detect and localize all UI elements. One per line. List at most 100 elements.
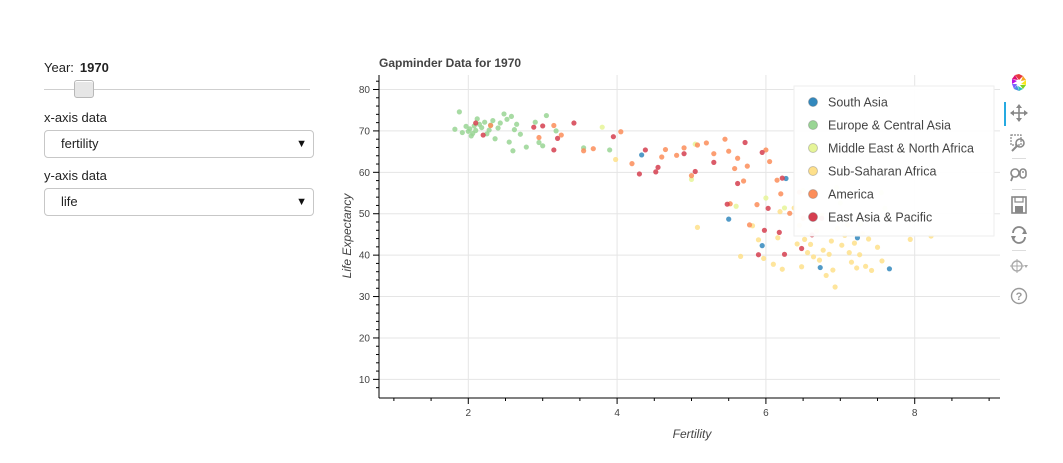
legend-label: East Asia & Pacific: [828, 211, 932, 225]
data-point: [848, 259, 855, 265]
bokeh-logo-icon[interactable]: [1006, 70, 1032, 96]
legend-box: [793, 85, 995, 237]
x-axis-select[interactable]: fertility ▼: [44, 130, 314, 158]
legend-swatch: [808, 166, 818, 176]
data-point: [514, 121, 520, 127]
scatter-chart[interactable]: Gapminder Data for 1970 2 4 6 8 10 20 30 40 50 60…: [0, 0, 1000, 463]
data-point: [863, 263, 869, 269]
help-icon[interactable]: ?: [1006, 283, 1032, 309]
slider-handle[interactable]: [74, 80, 95, 98]
toolbar-separator: [1012, 158, 1026, 159]
data-point: [540, 143, 546, 149]
data-point: [744, 163, 750, 169]
legend-swatch: [808, 97, 818, 107]
wheel-zoom-icon[interactable]: [1006, 161, 1032, 187]
x-axis-data-label: x-axis data: [44, 110, 107, 125]
y-tick-label: 50: [359, 209, 371, 220]
data-point: [479, 124, 485, 131]
data-point: [799, 245, 805, 252]
data-point: [839, 242, 845, 248]
data-point: [807, 241, 814, 247]
data-point: [511, 127, 518, 133]
data-point: [711, 151, 717, 157]
data-point: [688, 176, 695, 182]
data-point: [674, 152, 680, 158]
data-point: [480, 132, 486, 138]
legend-label: Europe & Central Asia: [828, 119, 951, 133]
x-tick-label: 4: [614, 408, 620, 419]
data-point: [854, 265, 860, 271]
data-point: [759, 243, 765, 249]
data-point: [506, 139, 512, 145]
data-point: [828, 238, 834, 244]
data-point: [571, 120, 577, 126]
legend-label: South Asia: [828, 96, 888, 110]
data-point: [738, 253, 744, 259]
data-point: [722, 136, 728, 142]
y-tick-label: 40: [359, 251, 371, 262]
data-point: [816, 257, 823, 263]
slider-track[interactable]: [44, 89, 310, 90]
year-label: Year:: [44, 60, 74, 75]
data-point: [774, 177, 780, 183]
data-point: [886, 266, 893, 272]
legend-swatch: [808, 189, 818, 199]
data-point: [694, 142, 701, 148]
data-point: [826, 251, 832, 257]
save-icon[interactable]: [1006, 192, 1032, 218]
box-zoom-icon[interactable]: [1006, 130, 1032, 156]
data-point: [459, 129, 465, 136]
data-point: [879, 258, 885, 264]
x-tick-label: 2: [466, 408, 472, 419]
data-point: [532, 119, 538, 125]
data-point: [776, 229, 782, 235]
data-point: [517, 131, 523, 137]
data-point: [851, 240, 858, 246]
legend-label: Sub-Saharan Africa: [828, 165, 936, 179]
data-point: [655, 164, 661, 170]
x-tick-label: 8: [912, 408, 918, 419]
data-point: [492, 136, 498, 142]
data-point: [733, 203, 739, 209]
y-tick-label: 20: [359, 333, 371, 344]
data-point: [732, 165, 738, 172]
data-point: [607, 147, 613, 153]
data-point: [746, 222, 753, 228]
data-point: [775, 235, 781, 241]
pan-icon[interactable]: [1004, 100, 1032, 126]
y-axis-data-label: y-axis data: [44, 168, 107, 183]
year-label-row: Year: 1970: [44, 58, 316, 78]
data-point: [761, 255, 767, 262]
data-point: [642, 147, 648, 153]
data-point: [590, 146, 596, 152]
data-point: [810, 254, 817, 260]
hover-icon[interactable]: [1006, 253, 1032, 279]
data-point: [688, 173, 695, 179]
y-axis-select[interactable]: life ▼: [44, 188, 314, 216]
data-point: [763, 147, 769, 153]
data-point: [504, 116, 510, 122]
data-point: [659, 154, 665, 160]
data-point: [610, 134, 616, 140]
data-point: [763, 195, 769, 201]
data-point: [799, 264, 805, 270]
data-point: [653, 169, 659, 175]
year-value: 1970: [79, 60, 109, 75]
data-point: [907, 236, 913, 242]
data-point: [781, 251, 788, 257]
legend-label: America: [828, 188, 874, 202]
data-point: [874, 244, 881, 250]
data-point: [558, 132, 564, 138]
data-point: [456, 109, 462, 115]
data-point: [486, 127, 492, 133]
data-point: [551, 122, 557, 129]
y-axis-select-value: life: [61, 194, 78, 209]
data-point: [832, 284, 838, 290]
data-point: [554, 135, 561, 141]
year-slider[interactable]: [44, 80, 316, 100]
data-point: [488, 122, 494, 129]
y-tick-label: 30: [359, 292, 371, 303]
reset-icon[interactable]: [1006, 222, 1032, 248]
data-point: [599, 124, 605, 130]
chart-title: Gapminder Data for 1970: [379, 56, 521, 70]
